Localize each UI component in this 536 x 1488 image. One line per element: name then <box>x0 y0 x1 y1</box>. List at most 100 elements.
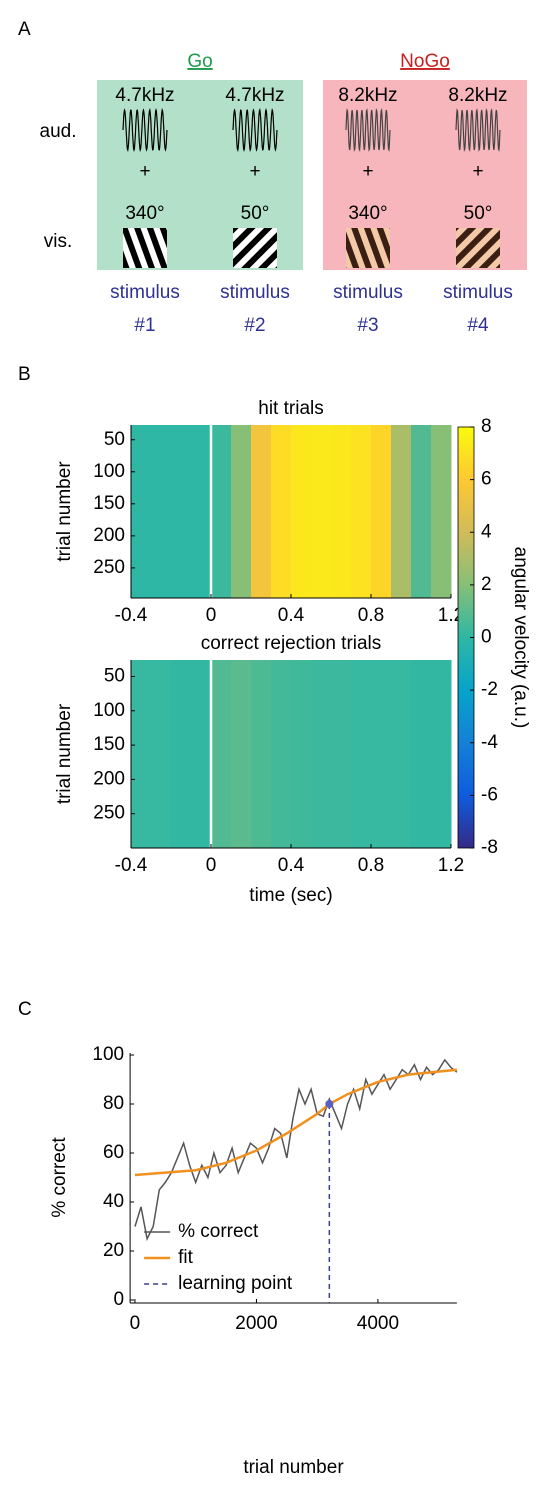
y-tick-label: 100 <box>93 461 125 482</box>
stimulus-number: #4 <box>467 315 489 336</box>
x-tick-label: 0 <box>206 855 217 876</box>
x-tick-label: -0.4 <box>115 855 148 876</box>
heat-cell <box>371 425 392 598</box>
heat-cell <box>231 425 252 598</box>
x-tick-label: 1.2 <box>438 855 464 876</box>
y-tick-label: 0 <box>114 1289 125 1310</box>
y-tick-label: 50 <box>104 665 125 686</box>
row-label: aud. <box>40 121 77 142</box>
y-tick-label: 150 <box>93 734 125 755</box>
y-tick-label: 250 <box>93 803 125 824</box>
row-label: vis. <box>44 231 73 252</box>
colorbar-tick-label: 6 <box>481 469 492 490</box>
y-tick-label: 40 <box>103 1191 124 1212</box>
angle-label: 340° <box>125 203 164 224</box>
learning-point <box>325 1100 334 1108</box>
x-tick-label: 0.8 <box>358 855 384 876</box>
stimulus-name: stimulus <box>333 282 403 303</box>
heat-cell <box>271 660 292 848</box>
waveform <box>455 108 501 152</box>
colorbar-label: angular velocity (a.u.) <box>510 547 531 729</box>
x-tick-label: 0.4 <box>278 855 305 876</box>
heat-cell <box>191 425 212 598</box>
series-line <box>134 1068 458 1177</box>
plus: + <box>139 161 150 182</box>
angle-label: 50° <box>464 203 493 224</box>
chart-title: correct rejection trials <box>201 633 382 654</box>
heat-cell <box>131 660 152 848</box>
stimulus-number: #1 <box>134 315 155 336</box>
panel-label: B <box>18 364 31 385</box>
stimulus-name: stimulus <box>220 282 290 303</box>
x-tick-label: -0.4 <box>115 605 148 626</box>
heat-cell <box>151 425 172 598</box>
y-tick-label: 200 <box>93 768 125 789</box>
plus: + <box>472 161 483 182</box>
heat-cell <box>171 425 192 598</box>
y-axis-label: trial number <box>54 461 75 562</box>
legend-label: learning point <box>178 1273 293 1294</box>
waveform <box>232 107 278 153</box>
heat-cell <box>391 425 412 598</box>
stimulus-number: #3 <box>357 315 378 336</box>
y-tick-label: 250 <box>93 557 125 578</box>
grating <box>123 228 167 268</box>
y-tick-label: 100 <box>92 1044 124 1065</box>
heat-cell <box>391 660 412 848</box>
y-axis-label: % correct <box>49 1137 70 1218</box>
y-tick-label: 50 <box>104 429 125 450</box>
tone-label: 4.7kHz <box>115 85 174 106</box>
y-tick-label: 200 <box>93 525 125 546</box>
heat-cell <box>191 660 212 848</box>
grating <box>233 228 277 268</box>
y-tick-label: 80 <box>103 1093 124 1114</box>
panel-label: C <box>18 999 32 1020</box>
grating <box>346 228 390 268</box>
x-axis-label: time (sec) <box>249 885 332 906</box>
y-axis-label: trial number <box>54 703 75 804</box>
colorbar-tick-label: -4 <box>481 732 498 753</box>
x-tick-label: 0.8 <box>358 605 384 626</box>
x-tick-label: 0 <box>130 1313 141 1334</box>
colorbar-tick-label: -2 <box>481 679 498 700</box>
legend-label: fit <box>178 1247 194 1268</box>
colorbar-tick-label: 2 <box>481 574 492 595</box>
heat-cell <box>171 660 192 848</box>
stimulus-number: #2 <box>244 315 265 336</box>
colorbar-tick-label: 8 <box>481 416 492 437</box>
heat-cell <box>251 660 272 848</box>
x-axis-label: trial number <box>243 1457 344 1478</box>
angle-label: 50° <box>241 203 270 224</box>
plus: + <box>362 161 373 182</box>
heat-cell <box>351 660 372 848</box>
heat-cell <box>411 425 432 598</box>
heat-cell <box>151 660 172 848</box>
x-tick-label: 4000 <box>357 1313 399 1334</box>
y-tick-label: 60 <box>103 1142 124 1163</box>
heat-cell <box>431 425 452 598</box>
heat-cell <box>331 660 352 848</box>
y-tick-label: 20 <box>103 1240 124 1261</box>
legend-label: % correct <box>178 1221 259 1242</box>
heat-cell <box>231 660 252 848</box>
heat-cell <box>291 425 312 598</box>
panel-label: A <box>18 19 31 40</box>
plus: + <box>249 161 260 182</box>
colorbar-tick-label: 0 <box>481 627 492 648</box>
x-tick-label: 2000 <box>235 1313 277 1334</box>
colorbar-tick-label: -8 <box>481 837 498 858</box>
heat-cell <box>411 660 432 848</box>
group-title: Go <box>187 51 212 72</box>
angle-label: 340° <box>348 203 387 224</box>
heat-cell <box>211 660 232 848</box>
series-line <box>134 1058 458 1242</box>
waveform <box>122 107 168 153</box>
tone-label: 8.2kHz <box>338 85 397 106</box>
heat-cell <box>271 425 292 598</box>
x-tick-label: 0.4 <box>278 605 305 626</box>
heat-cell <box>311 660 332 848</box>
heat-cell <box>331 425 352 598</box>
heat-cell <box>311 425 332 598</box>
